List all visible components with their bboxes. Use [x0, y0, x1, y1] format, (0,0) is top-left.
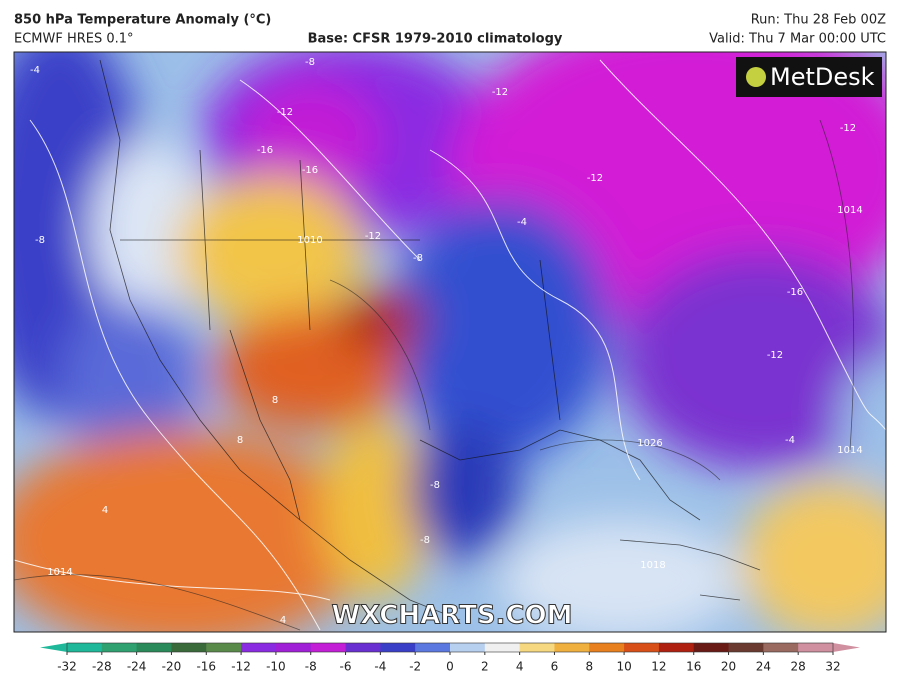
colorbar-segment — [310, 643, 347, 652]
colorbar-segment — [171, 643, 207, 652]
colorbar-tick-label: -10 — [266, 660, 286, 674]
contour-label: -4 — [517, 217, 527, 228]
colorbar-segment — [450, 643, 486, 652]
colorbar-tick-label: -16 — [196, 660, 216, 674]
contour-label: -12 — [767, 350, 783, 361]
contour-label: -12 — [840, 123, 856, 134]
contour-label: -16 — [257, 145, 273, 156]
colorbar-tick-label: 2 — [481, 660, 489, 674]
colorbar-tick-label: 6 — [551, 660, 559, 674]
contour-label: 1018 — [640, 560, 665, 571]
colorbar-tick-label: 32 — [825, 660, 840, 674]
colorbar-segment — [415, 643, 451, 652]
colorbar-segment — [658, 643, 695, 652]
colorbar-tick-label: -4 — [374, 660, 386, 674]
colorbar-segment — [554, 643, 590, 652]
colorbar-tick-label: -20 — [162, 660, 182, 674]
contour-label: 1014 — [837, 445, 862, 456]
contour-label: -4 — [785, 435, 795, 446]
colorbar-segment — [345, 643, 381, 652]
valid: Valid: Thu 7 Mar 00:00 UTC — [709, 32, 886, 47]
contour-label: -8 — [35, 235, 45, 246]
colorbar-tick-label: -2 — [409, 660, 421, 674]
colorbar-tick-label: 0 — [446, 660, 454, 674]
contour-label: 8 — [237, 435, 243, 446]
colorbar-segment — [798, 643, 834, 652]
contour-label: -8 — [430, 480, 440, 491]
map: -4 -8 -12 -16 -16 -12 -8 -12 -12 -4 -16 -12 -4 1014 -1… — [14, 52, 886, 632]
colorbar-tick-label: -28 — [92, 660, 112, 674]
contour-label: -12 — [277, 107, 293, 118]
colorbar-segment — [275, 643, 312, 652]
model: ECMWF HRES 0.1° — [14, 32, 134, 47]
contour-label: 1014 — [837, 205, 862, 216]
contour-label: -8 — [305, 57, 315, 68]
colorbar-tick-label: 28 — [791, 660, 806, 674]
colorbar-segment — [206, 643, 242, 652]
contour-label: 4 — [280, 615, 286, 626]
colorbar-tick-label: -12 — [231, 660, 251, 674]
logo: MetDesk — [770, 63, 875, 91]
map-frame — [13, 51, 887, 633]
colorbar-segment — [589, 643, 625, 652]
contour-label: 1014 — [47, 567, 72, 578]
colorbar-tick-label: 16 — [686, 660, 701, 674]
title: 850 hPa Temperature Anomaly (°C) — [14, 13, 271, 28]
colorbar-segment — [693, 643, 730, 652]
contour-label: 4 — [102, 505, 108, 516]
colorbar-segment — [484, 643, 521, 652]
colorbar-segment — [241, 643, 277, 652]
run: Run: Thu 28 Feb 00Z — [751, 13, 886, 28]
colorbar-tick-label: -6 — [340, 660, 352, 674]
contour-label: -4 — [30, 65, 40, 76]
contour-label: -16 — [787, 287, 803, 298]
colorbar-segment — [136, 643, 172, 652]
colorbar-segment — [519, 643, 555, 652]
colorbar-tick-label: -32 — [57, 660, 77, 674]
colorbar-tick-label: 10 — [616, 660, 631, 674]
contour-label: -12 — [365, 231, 381, 242]
logo-icon — [746, 67, 766, 87]
contour-label: 8 — [272, 395, 278, 406]
colorbar-end — [833, 643, 860, 652]
colorbar-tick-label: -24 — [127, 660, 147, 674]
contour-label: -16 — [302, 165, 318, 176]
colorbar-tick-label: 4 — [516, 660, 524, 674]
colorbar-segment — [101, 643, 138, 652]
colorbar-tick-label: 8 — [585, 660, 593, 674]
contour-label: -12 — [587, 173, 603, 184]
colorbar-segment — [728, 643, 764, 652]
colorbar-end — [40, 643, 67, 652]
contour-label: -8 — [413, 253, 423, 264]
colorbar-segment — [763, 643, 799, 652]
colorbar-tick-label: 20 — [721, 660, 736, 674]
colorbar-segment — [380, 643, 416, 652]
colorbar-tick-label: 12 — [651, 660, 666, 674]
contour-label: -12 — [492, 87, 508, 98]
watermark: WXCHARTS.COM — [331, 601, 572, 631]
colorbar-tick-label: -8 — [305, 660, 317, 674]
contour-label: -8 — [420, 535, 430, 546]
colorbar-segment — [624, 643, 660, 652]
contour-label: 1026 — [637, 438, 662, 449]
contour-label: 1010 — [297, 235, 322, 246]
colorbar-segment — [67, 643, 103, 652]
base: Base: CFSR 1979-2010 climatology — [308, 32, 563, 47]
colorbar-tick-label: 24 — [756, 660, 771, 674]
